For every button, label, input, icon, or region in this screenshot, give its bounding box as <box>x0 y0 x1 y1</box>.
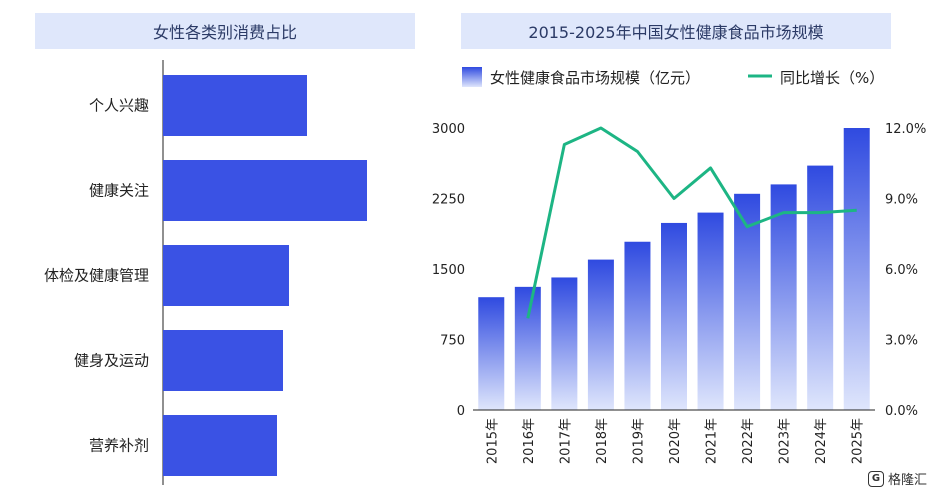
y-left-tick-label: 0 <box>457 404 465 419</box>
y-right-tick-label: 12.0% <box>885 122 926 137</box>
brand-logo: G 格隆汇 <box>867 469 927 488</box>
bar-2019年 <box>624 241 651 410</box>
legend-line-label: 同比增长（%） <box>780 69 884 87</box>
category-label: 体检及健康管理 <box>44 267 149 285</box>
growth-line <box>526 126 857 319</box>
bar-2021年 <box>697 212 724 410</box>
bar-5 <box>163 415 277 476</box>
bar-2018年 <box>587 259 614 410</box>
bar-2023年 <box>770 184 797 410</box>
bar-2017年 <box>551 277 578 410</box>
left-chart-title: 女性各类别消费占比 <box>35 13 415 49</box>
y-right-tick-label: 0.0% <box>885 404 918 419</box>
category-label: 营养补剂 <box>89 437 149 455</box>
legend-bar-swatch <box>462 67 482 87</box>
x-tick-label: 2022年 <box>741 418 756 464</box>
x-tick-label: 2016年 <box>522 418 537 464</box>
y-right-tick-label: 6.0% <box>885 263 918 278</box>
bar-2 <box>163 160 367 221</box>
x-tick-label: 2019年 <box>631 418 646 464</box>
y-left-tick-label: 1500 <box>432 263 465 278</box>
right-chart-title: 2015-2025年中国女性健康食品市场规模 <box>461 13 891 49</box>
x-tick-label: 2015年 <box>485 418 500 464</box>
bar-3 <box>163 245 289 306</box>
y-right-tick-label: 9.0% <box>885 193 918 208</box>
y-right-tick-label: 3.0% <box>885 334 918 349</box>
right-combo-chart: 女性健康食品市场规模（亿元） 同比增长（%） 0 750 1500 2250 3000 0.0… <box>432 67 926 464</box>
bar-1 <box>163 75 307 136</box>
x-tick-label: 2024年 <box>814 418 829 464</box>
logo-text: 格隆汇 <box>887 473 927 488</box>
x-tick-label: 2023年 <box>778 418 793 464</box>
bar-2024年 <box>807 165 834 410</box>
bar-2015年 <box>478 297 505 410</box>
bar-2016年 <box>514 286 541 410</box>
x-tick-label: 2020年 <box>668 418 683 464</box>
y-left-tick-label: 750 <box>440 334 465 349</box>
bar-2025年 <box>843 128 870 410</box>
category-label: 健身及运动 <box>74 352 149 370</box>
x-tick-label: 2018年 <box>595 418 610 464</box>
legend-bar-label: 女性健康食品市场规模（亿元） <box>490 69 700 87</box>
x-tick-label: 2025年 <box>851 418 866 464</box>
x-tick-label: 2021年 <box>705 418 720 464</box>
x-tick-label: 2017年 <box>558 418 573 464</box>
category-label: 个人兴趣 <box>89 97 149 115</box>
y-left-tick-label: 3000 <box>432 122 465 137</box>
logo-icon: G <box>867 470 884 487</box>
y-left-tick-label: 2250 <box>432 193 465 208</box>
category-label: 健康关注 <box>89 182 149 200</box>
bar-4 <box>163 330 283 391</box>
bar-2022年 <box>734 193 761 410</box>
bar-2020年 <box>661 222 687 410</box>
